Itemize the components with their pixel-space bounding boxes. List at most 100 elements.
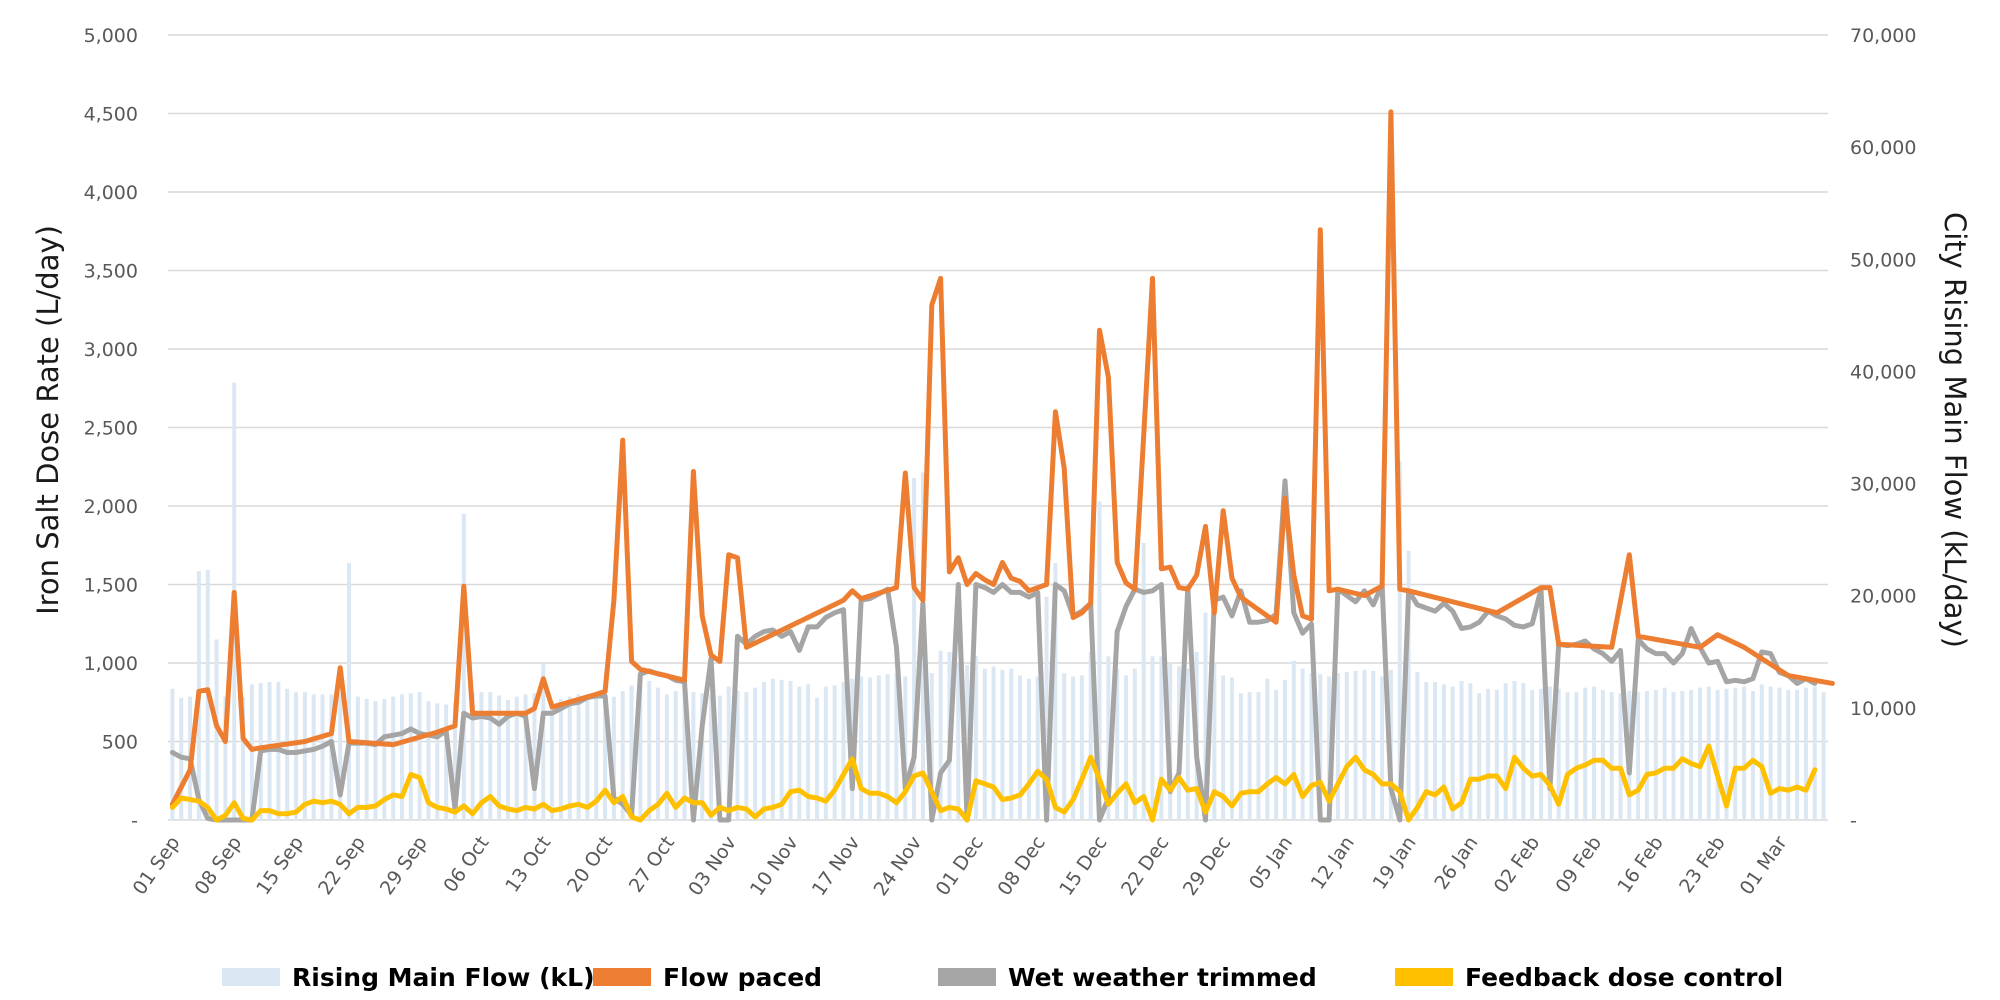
x-tick-label: 16 Feb	[1613, 832, 1668, 897]
x-tick-label: 29 Dec	[1179, 832, 1235, 899]
flow-bar	[797, 686, 802, 820]
flow-bar	[470, 692, 475, 820]
left-tick-label: 1,000	[84, 653, 138, 675]
flow-bar	[567, 696, 572, 820]
x-tick-label: 20 Oct	[563, 832, 617, 896]
right-tick-label: 10,000	[1850, 698, 1916, 720]
flow-bar	[1327, 676, 1332, 820]
flow-bar	[841, 682, 846, 820]
flow-bar	[1662, 687, 1667, 820]
flow-bar	[1282, 679, 1287, 820]
flow-bar	[594, 693, 599, 820]
left-tick-label: 2,500	[84, 418, 138, 440]
flow-bar	[488, 692, 493, 820]
flow-bar	[382, 698, 387, 820]
flow-bar	[355, 696, 360, 820]
flow-bar	[1503, 683, 1508, 820]
flow-bar	[929, 673, 934, 820]
left-tick-label: -	[131, 810, 138, 832]
flow-bar	[1441, 684, 1446, 820]
flow-bar	[347, 563, 351, 820]
flow-bar	[1300, 668, 1305, 820]
flow-bar	[1344, 671, 1349, 820]
legend-item: Flow paced	[593, 963, 822, 992]
right-axis-title: City Rising Main Flow (kL/day)	[1938, 212, 1972, 648]
x-tick-label: 08 Sep	[190, 832, 246, 899]
flow-bar	[1645, 691, 1649, 820]
flow-bar	[1715, 689, 1720, 820]
flow-bar	[1230, 677, 1234, 820]
left-tick-label: 500	[102, 732, 138, 754]
flow-bar	[1115, 668, 1120, 820]
flow-bar	[1556, 688, 1561, 820]
flow-bar	[682, 689, 687, 820]
flow-bar	[1671, 692, 1676, 820]
flow-bar	[1397, 461, 1402, 820]
flow-bar	[629, 685, 634, 820]
right-tick-label: 20,000	[1850, 586, 1916, 608]
flow-bar	[417, 692, 422, 820]
flow-bar	[620, 691, 625, 820]
flow-bar	[1486, 688, 1491, 820]
flow-bar	[1424, 682, 1429, 820]
legend-swatch	[938, 968, 996, 986]
x-tick-label: 27 Oct	[625, 832, 679, 896]
flow-bar	[1335, 673, 1340, 820]
legend: Rising Main Flow (kL) Flow paced Wet weath…	[222, 963, 1783, 992]
legend-item: Feedback dose control	[1395, 963, 1783, 992]
flow-bar	[1803, 687, 1808, 820]
x-tick-label: 29 Sep	[376, 832, 432, 899]
legend-swatch	[1395, 968, 1453, 986]
flow-bar	[603, 692, 608, 820]
flow-bar	[735, 691, 740, 820]
flow-bar	[558, 698, 563, 820]
flow-bar	[241, 696, 246, 820]
line-feedback-dose-control	[169, 743, 1818, 823]
flow-bar	[1141, 543, 1146, 820]
flow-bar	[1256, 692, 1261, 820]
left-tick-label: 1,500	[84, 575, 138, 597]
flow-bar	[1185, 668, 1190, 820]
flow-bar	[1468, 683, 1473, 820]
flow-bar	[832, 685, 837, 820]
flow-bar	[294, 692, 299, 820]
flow-bar	[762, 682, 766, 820]
left-tick-label: 4,500	[84, 104, 138, 126]
right-tick-label: 30,000	[1850, 474, 1916, 496]
flow-bar	[1221, 675, 1226, 820]
legend-item: Rising Main Flow (kL)	[222, 963, 595, 992]
flow-bar	[965, 665, 970, 820]
flow-bar	[1759, 684, 1764, 820]
left-tick-label: 4,000	[84, 182, 138, 204]
x-tick-label: 09 Feb	[1551, 832, 1606, 897]
flow-bar	[1450, 686, 1455, 820]
flow-bar	[1238, 693, 1243, 820]
flow-bar	[1786, 689, 1791, 820]
flow-bar	[611, 696, 616, 820]
flow-bar	[894, 673, 899, 820]
flow-bar	[479, 692, 484, 820]
flow-bar	[532, 693, 537, 820]
flow-bar	[1406, 550, 1411, 820]
flow-bar	[770, 678, 775, 820]
flow-bar	[1795, 689, 1800, 820]
flow-bar	[1318, 674, 1323, 820]
x-tick-label: 01 Dec	[932, 832, 988, 899]
x-tick-label: 01 Sep	[129, 832, 185, 899]
flow-bar	[1768, 686, 1773, 820]
flow-bar	[1053, 563, 1058, 820]
flow-bar	[867, 677, 872, 820]
flow-bar	[541, 664, 546, 820]
flow-bar	[1353, 670, 1358, 820]
flow-bar	[912, 477, 917, 820]
x-tick-label: 05 Jan	[1245, 832, 1297, 893]
bar-series-rising-main-flow	[170, 382, 1826, 820]
flow-bar	[1265, 678, 1270, 820]
gridlines	[168, 34, 1828, 821]
flow-bar	[1539, 688, 1544, 820]
flow-bar	[973, 656, 978, 820]
flow-bar	[249, 684, 254, 820]
flow-bar	[1000, 669, 1005, 820]
x-tick-label: 19 Jan	[1369, 832, 1421, 893]
x-tick-label: 10 Nov	[746, 832, 803, 900]
